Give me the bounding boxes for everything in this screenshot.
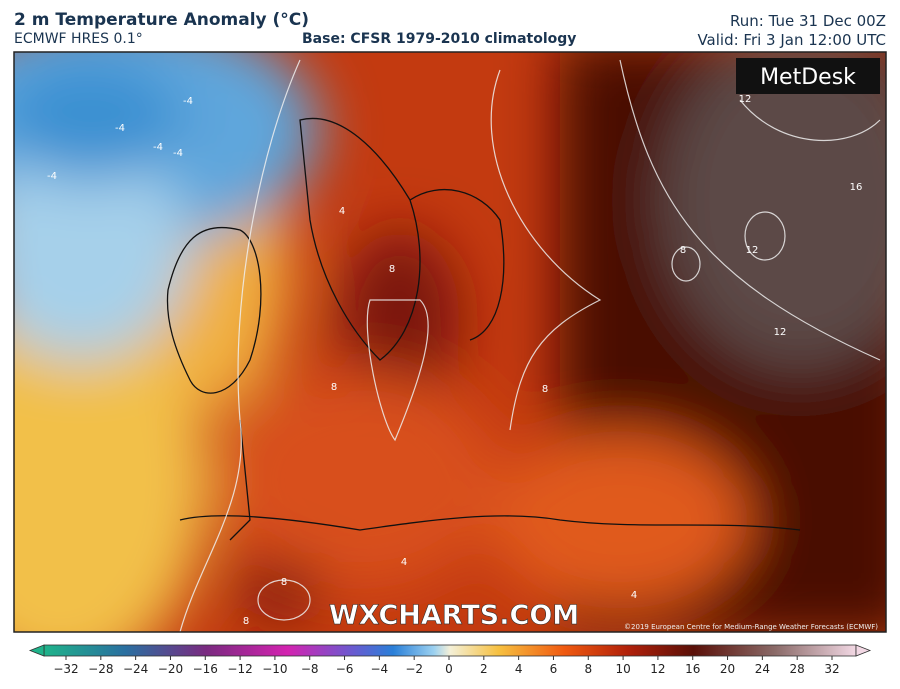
contour-label: -4	[173, 148, 183, 159]
contour-label: 4	[339, 206, 345, 217]
colorbar-label: 4	[515, 662, 523, 676]
colorbar-label: 16	[685, 662, 700, 676]
run: Run: Tue 31 Dec 00Z	[730, 12, 886, 30]
colorbar-label: −20	[158, 662, 183, 676]
colorbar-label: 20	[720, 662, 735, 676]
contour-label: -4	[115, 123, 125, 134]
contour-label: 8	[243, 616, 249, 627]
colorbar-label: 28	[790, 662, 805, 676]
contour-label: 16	[850, 182, 863, 193]
colorbar-label: −10	[262, 662, 287, 676]
contour-label: 8	[542, 384, 548, 395]
colorbar-label: −16	[193, 662, 218, 676]
colorbar-label: −28	[88, 662, 113, 676]
contour-label: 8	[680, 245, 686, 256]
colorbar-label: −6	[336, 662, 354, 676]
contour-label: 12	[746, 245, 759, 256]
contour-label: 8	[281, 577, 287, 588]
watermark: WXCHARTS.COM	[329, 600, 579, 631]
logo: MetDesk	[760, 65, 856, 90]
contour-label: 8	[331, 382, 337, 393]
model: ECMWF HRES 0.1°	[14, 31, 143, 47]
colorbar-label: −4	[371, 662, 389, 676]
contour-label: 12	[774, 327, 787, 338]
contour-label: 8	[389, 264, 395, 275]
colorbar-label: 2	[480, 662, 488, 676]
valid: Valid: Fri 3 Jan 12:00 UTC	[697, 31, 886, 49]
base: Base: CFSR 1979-2010 climatology	[302, 31, 577, 47]
colorbar-label: −24	[123, 662, 148, 676]
contour-label: 4	[401, 557, 407, 568]
contour-label: 4	[631, 590, 637, 601]
colorbar-label: −32	[53, 662, 78, 676]
colorbar-label: −8	[301, 662, 319, 676]
colorbar-label: 6	[550, 662, 558, 676]
contour-label: -4	[47, 171, 57, 182]
colorbar-label: 0	[445, 662, 453, 676]
colorbar-label: 8	[584, 662, 592, 676]
contour-label: -4	[183, 96, 193, 107]
credit: ©2019 European Centre for Medium-Range W…	[624, 623, 878, 631]
colorbar-label: −12	[227, 662, 252, 676]
contour-label: -4	[153, 142, 163, 153]
colorbar-label: 10	[615, 662, 630, 676]
title: 2 m Temperature Anomaly (°C)	[14, 10, 310, 30]
colorbar-label: −2	[405, 662, 423, 676]
colorbar-label: 12	[650, 662, 665, 676]
contour-label: 12	[739, 94, 752, 105]
map-field	[14, 52, 886, 632]
colorbar-label: 32	[824, 662, 839, 676]
colorbar-label: 24	[755, 662, 770, 676]
